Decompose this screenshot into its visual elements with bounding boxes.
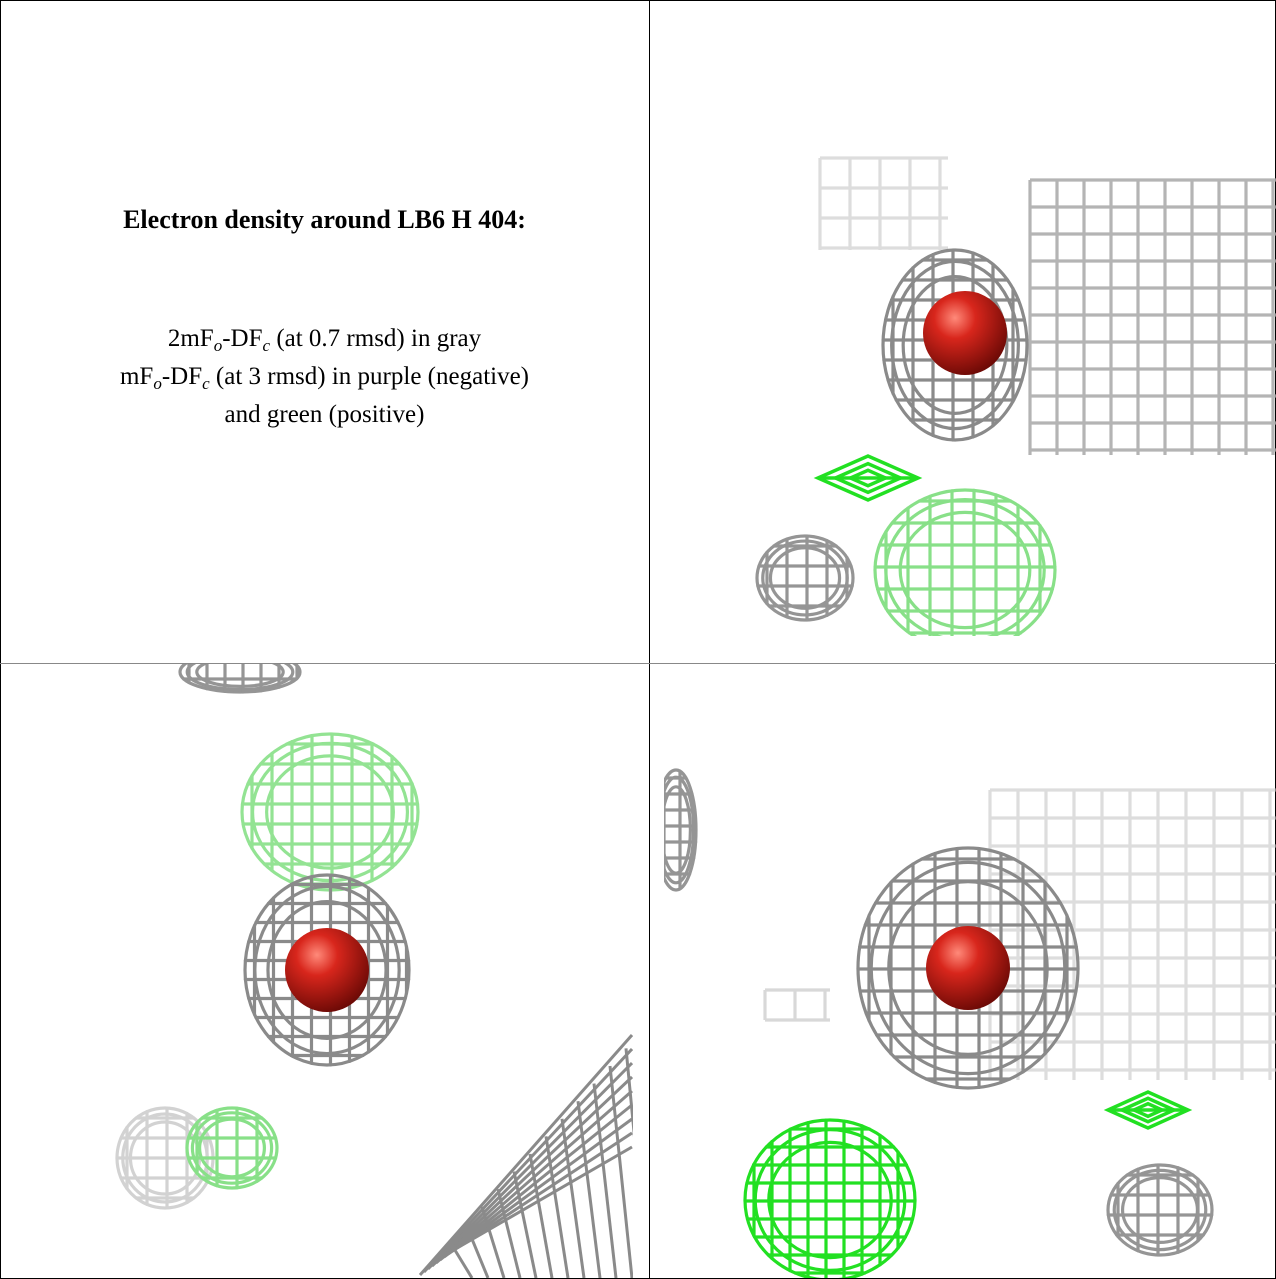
mesh-strand	[592, 1083, 618, 1278]
mesh-strand	[418, 1034, 633, 1276]
subscript: c	[262, 336, 271, 355]
caption-panel: Electron density around LB6 H 404: 2mFo-…	[0, 0, 649, 663]
density-mesh	[178, 664, 302, 694]
caption-text: 2mF	[167, 325, 214, 352]
density-diamond	[1103, 1090, 1193, 1130]
density-band	[418, 1034, 633, 1278]
density-mesh	[664, 768, 698, 892]
mesh-ring	[265, 754, 395, 870]
caption-text: -DF	[161, 363, 203, 390]
mesh-ring	[1106, 1163, 1214, 1257]
caption-text: (at 0.7 rmsd) in gray	[270, 325, 482, 352]
subscript: o	[153, 374, 162, 393]
mesh-ring	[664, 768, 698, 892]
render-panel	[755, 156, 1276, 636]
mesh-strand	[576, 1101, 602, 1278]
density-grid	[818, 156, 948, 250]
mesh-strand	[422, 1047, 633, 1274]
caption-line: and green (positive)	[0, 396, 649, 434]
density-mesh	[240, 732, 420, 892]
mesh-strand	[512, 1171, 538, 1278]
atom-sphere	[285, 928, 369, 1012]
density-diamond	[813, 454, 923, 502]
mesh-ring	[1112, 1168, 1208, 1252]
mesh-strand	[448, 1241, 474, 1278]
mesh-ring	[185, 1106, 279, 1190]
density-mesh	[185, 1106, 279, 1190]
render-panel	[664, 768, 1276, 1278]
atom-sphere	[923, 291, 1007, 375]
mesh-ring	[881, 248, 1029, 442]
mesh-ring	[185, 664, 295, 692]
caption-title: Electron density around LB6 H 404:	[123, 205, 526, 234]
mesh-ring	[755, 534, 855, 622]
density-grid	[1028, 178, 1276, 455]
density-mesh	[243, 873, 411, 1067]
mesh-ring	[901, 275, 1009, 416]
subscript: o	[213, 336, 223, 355]
mesh-strand	[496, 1188, 522, 1278]
mesh-strand	[560, 1118, 586, 1278]
mesh-ring	[664, 785, 692, 875]
mesh-strand	[544, 1136, 570, 1278]
mesh-ring	[198, 1117, 267, 1179]
density-mesh	[873, 488, 1057, 636]
render-panel	[115, 664, 633, 1278]
mesh-strand	[608, 1065, 633, 1278]
caption-line: 2mFo-DFc (at 0.7 rmsd) in gray	[0, 320, 649, 358]
mesh-ring	[195, 664, 285, 688]
mesh-strand	[480, 1206, 506, 1278]
caption-line: mFo-DFc (at 3 rmsd) in purple (negative)	[0, 358, 649, 396]
density-mesh	[755, 534, 855, 622]
mesh-strand	[528, 1153, 554, 1278]
mesh-strand	[624, 1048, 633, 1138]
density-mesh	[1106, 1163, 1214, 1257]
mesh-ring	[190, 1111, 274, 1185]
mesh-ring	[873, 488, 1057, 636]
mesh-ring	[1120, 1175, 1200, 1244]
mesh-ring	[761, 539, 849, 617]
caption-legend: 2mFo-DFc (at 0.7 rmsd) in gray mFo-DFc (a…	[0, 320, 649, 434]
density-grid	[763, 988, 830, 1022]
mesh-strand	[426, 1061, 633, 1271]
caption-text: -DF	[222, 325, 263, 352]
subscript: c	[202, 374, 210, 393]
mesh-ring	[898, 510, 1032, 630]
mesh-strand	[464, 1223, 490, 1278]
mesh-ring	[178, 664, 302, 694]
caption-text: (at 3 rmsd) in purple (negative)	[209, 363, 530, 390]
mesh-ring	[243, 873, 411, 1067]
caption-text: and green (positive)	[224, 401, 425, 428]
atom-sphere	[926, 926, 1010, 1010]
caption-text: mF	[119, 363, 154, 390]
density-mesh	[743, 1118, 917, 1278]
mesh-ring	[768, 546, 842, 610]
